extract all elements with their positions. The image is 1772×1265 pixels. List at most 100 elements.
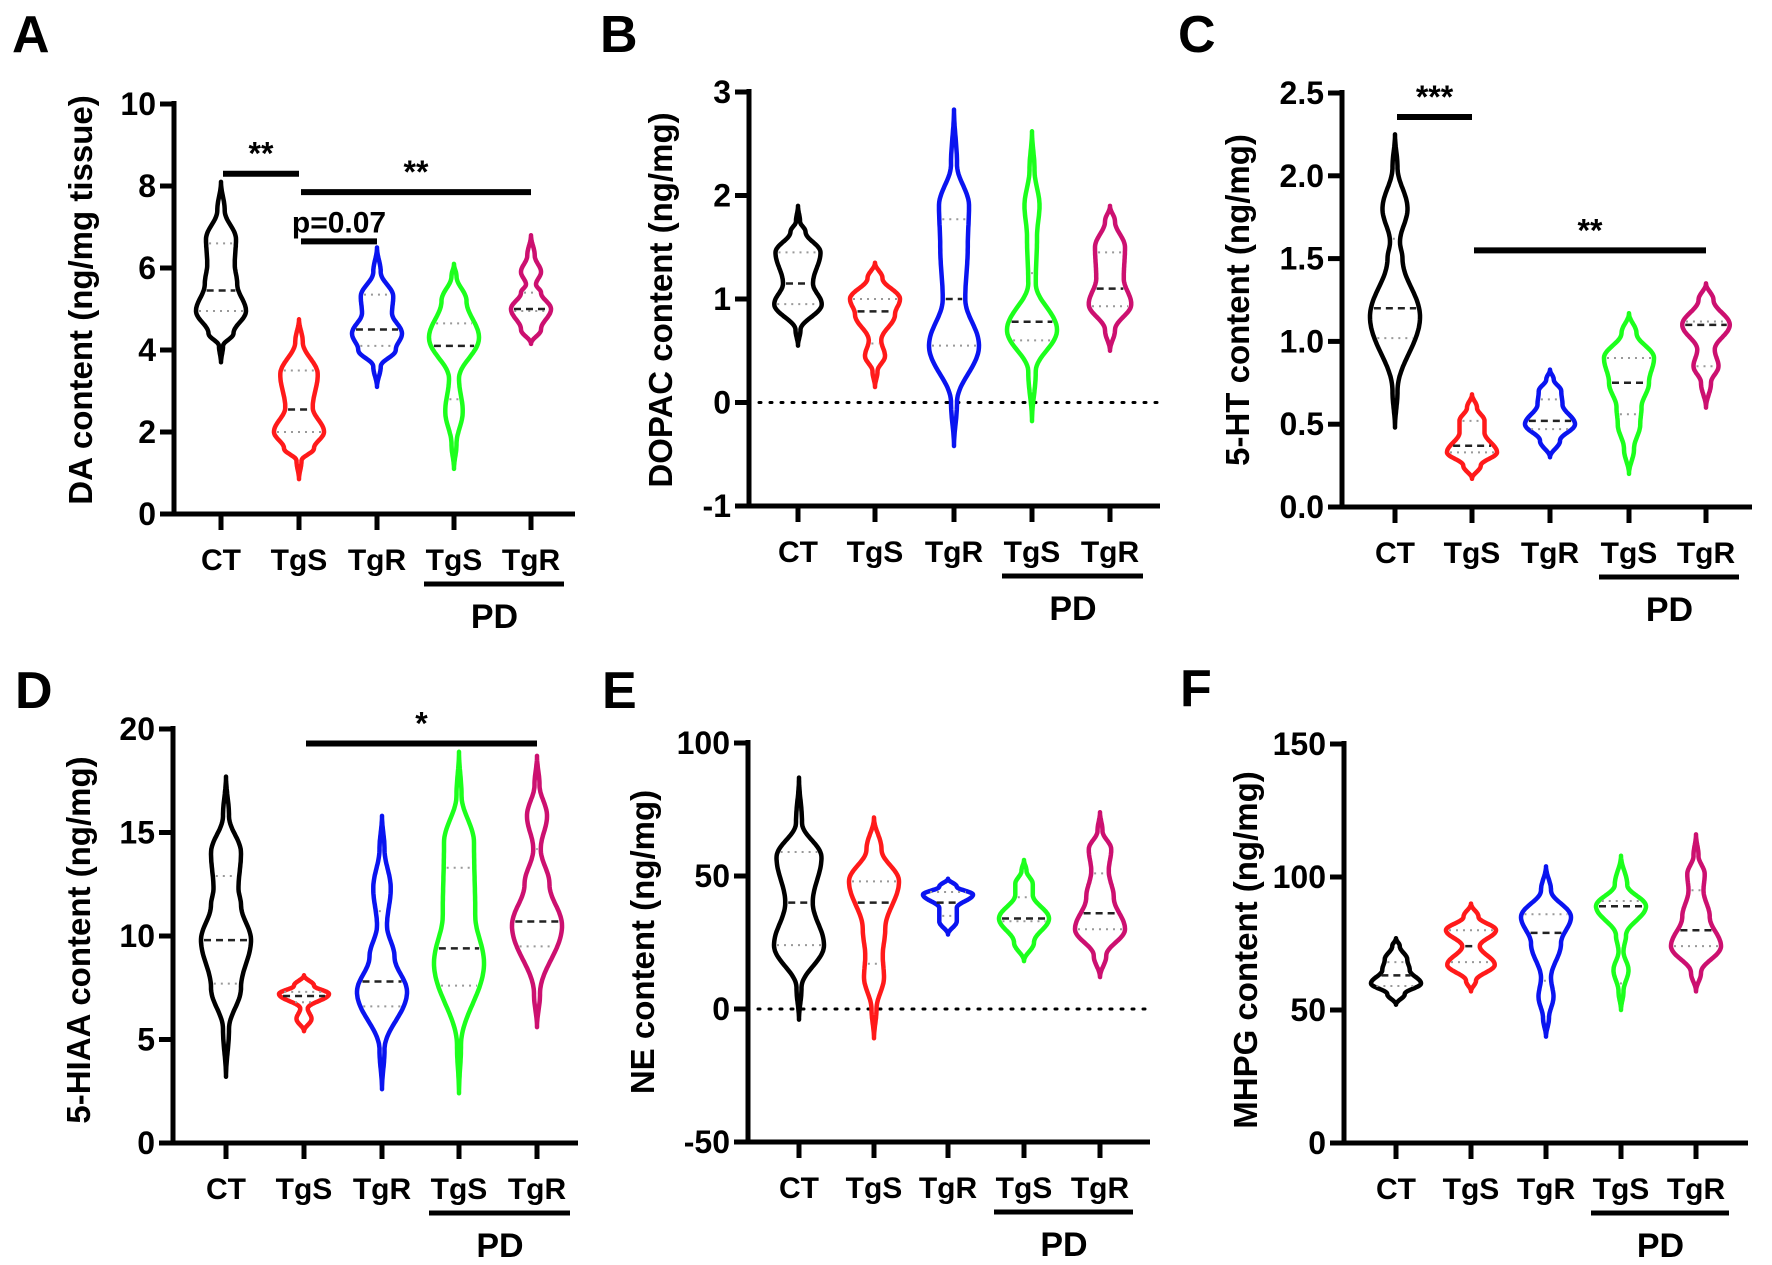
violin-f-pd-tgs xyxy=(1593,853,1649,1013)
y-tick-label: 1.5 xyxy=(1280,241,1324,277)
x-tick-label: TgR xyxy=(348,544,407,577)
violin-outline xyxy=(1444,392,1500,482)
violin-outline xyxy=(431,749,487,1096)
panel-letter: D xyxy=(15,662,53,720)
violin-b-pd-tgr xyxy=(1086,203,1134,354)
x-tick-label: TgS xyxy=(271,544,328,577)
y-tick-label: 50 xyxy=(1290,992,1326,1028)
violin-outline xyxy=(1593,853,1649,1013)
y-tick-label: 0 xyxy=(138,496,156,532)
panel-a: A DA content (ng/mg tissue) 0 2 4 6 8 10 CT TgS Tg… xyxy=(12,6,575,636)
y-axis-label: 5-HT content (ng/mg) xyxy=(1219,134,1256,466)
violin-outline xyxy=(1601,310,1657,477)
y-tick-label: -50 xyxy=(684,1124,730,1160)
violin-b-tgr xyxy=(926,107,982,449)
y-tick-label: 20 xyxy=(119,711,155,747)
panel-letter: E xyxy=(602,662,637,720)
violin-outline xyxy=(509,753,565,1030)
violin-f-pd-tgr xyxy=(1668,832,1724,994)
violin-e-pd-tgr xyxy=(1072,809,1128,980)
violin-e-pd-tgs xyxy=(996,857,1052,964)
x-tick-label: TgR xyxy=(502,544,561,577)
y-axis-label: DOPAC content (ng/mg) xyxy=(642,112,679,487)
group-label-pd: PD xyxy=(1646,591,1693,629)
x-tick-label: CT xyxy=(779,1172,819,1205)
y-axis-label: MHPG content (ng/mg) xyxy=(1227,771,1264,1128)
violin-outline xyxy=(1072,809,1128,980)
y-axis-label: NE content (ng/mg) xyxy=(624,790,661,1094)
group-label-pd: PD xyxy=(476,1227,523,1265)
violin-outline xyxy=(426,261,482,472)
violin-outline xyxy=(1443,901,1499,994)
x-tick-label: TgS xyxy=(431,1173,488,1206)
significance-label: * xyxy=(415,705,428,741)
y-tick-label: 0 xyxy=(1308,1125,1326,1161)
violin-c-tgr xyxy=(1522,367,1578,460)
x-tick-label: TgS xyxy=(276,1173,333,1206)
x-tick-label: CT xyxy=(201,544,241,577)
panel-letter: B xyxy=(600,6,638,64)
y-tick-label: 2.5 xyxy=(1280,75,1324,111)
violin-d-tgs xyxy=(276,973,332,1034)
violin-a-tgs xyxy=(271,317,327,482)
violin-d-tgr xyxy=(354,813,410,1092)
violin-outline xyxy=(1367,132,1423,430)
violin-e-ct xyxy=(771,775,827,1022)
y-tick-label: 6 xyxy=(138,250,156,286)
panel-letter: C xyxy=(1178,6,1216,64)
violin-outline xyxy=(846,815,902,1041)
x-tick-label: TgR xyxy=(919,1172,978,1205)
y-tick-label: 8 xyxy=(138,168,156,204)
x-tick-label: CT xyxy=(206,1173,246,1206)
violin-outline xyxy=(198,774,254,1080)
violin-outline xyxy=(1086,203,1134,354)
panel-f: F MHPG content (ng/mg) 0 50 100 150 CT TgS TgR Tg… xyxy=(1180,660,1748,1265)
violin-c-ct xyxy=(1367,132,1423,430)
significance-label: ** xyxy=(249,136,274,172)
significance-label: p=0.07 xyxy=(292,206,386,239)
violin-d-pd-tgs xyxy=(431,749,487,1096)
group-label-pd: PD xyxy=(1049,590,1096,628)
y-tick-label: 0 xyxy=(137,1125,155,1161)
x-tick-label: TgS xyxy=(1443,1173,1500,1206)
violin-d-pd-tgr xyxy=(509,753,565,1030)
violin-outline xyxy=(1368,935,1424,1007)
group-label-pd: PD xyxy=(471,598,518,636)
violin-a-ct xyxy=(193,179,249,365)
group-label-pd: PD xyxy=(1637,1227,1684,1265)
x-tick-label: TgS xyxy=(1444,537,1501,570)
significance-label: ** xyxy=(1578,212,1603,248)
x-tick-label: TgS xyxy=(846,1172,903,1205)
y-tick-label: 150 xyxy=(1273,726,1326,762)
panel-b: B DOPAC content (ng/mg) -1 0 1 2 3 CT TgS TgR TgS T… xyxy=(600,6,1162,628)
violin-outline xyxy=(349,245,405,390)
x-tick-label: TgR xyxy=(508,1173,567,1206)
panel-d: D5-HIAA content (ng/mg) 0 5 10 15 20 CT TgS TgR T… xyxy=(15,662,578,1265)
violin-outline xyxy=(508,232,554,347)
violin-b-tgs xyxy=(847,260,903,390)
violin-outline xyxy=(1004,129,1060,424)
y-tick-label: 1.0 xyxy=(1280,323,1324,359)
violin-a-tgr xyxy=(349,245,405,390)
y-tick-label: 0.5 xyxy=(1280,406,1324,442)
x-tick-label: TgR xyxy=(1071,1172,1130,1205)
y-tick-label: 5 xyxy=(137,1022,155,1058)
violin-outline xyxy=(926,107,982,449)
panel-letter: A xyxy=(12,6,50,64)
x-tick-label: TgR xyxy=(1521,537,1580,570)
x-tick-label: TgS xyxy=(1601,537,1658,570)
group-label-pd: PD xyxy=(1040,1226,1087,1264)
violin-c-pd-tgs xyxy=(1601,310,1657,477)
x-tick-label: CT xyxy=(1375,537,1415,570)
x-tick-label: CT xyxy=(778,536,818,569)
x-tick-label: TgR xyxy=(353,1173,412,1206)
violin-outline xyxy=(771,775,827,1022)
y-tick-label: 100 xyxy=(677,725,730,761)
y-axis-label: DA content (ng/mg tissue) xyxy=(62,95,99,504)
violin-b-ct xyxy=(772,203,824,348)
violin-c-tgs xyxy=(1444,392,1500,482)
y-tick-label: 4 xyxy=(138,332,156,368)
violin-a-pd-tgs xyxy=(426,261,482,472)
panel-e: E NE content (ng/mg) -50 0 50 100 CT TgS TgR TgS T… xyxy=(602,662,1152,1264)
x-tick-label: TgS xyxy=(847,536,904,569)
